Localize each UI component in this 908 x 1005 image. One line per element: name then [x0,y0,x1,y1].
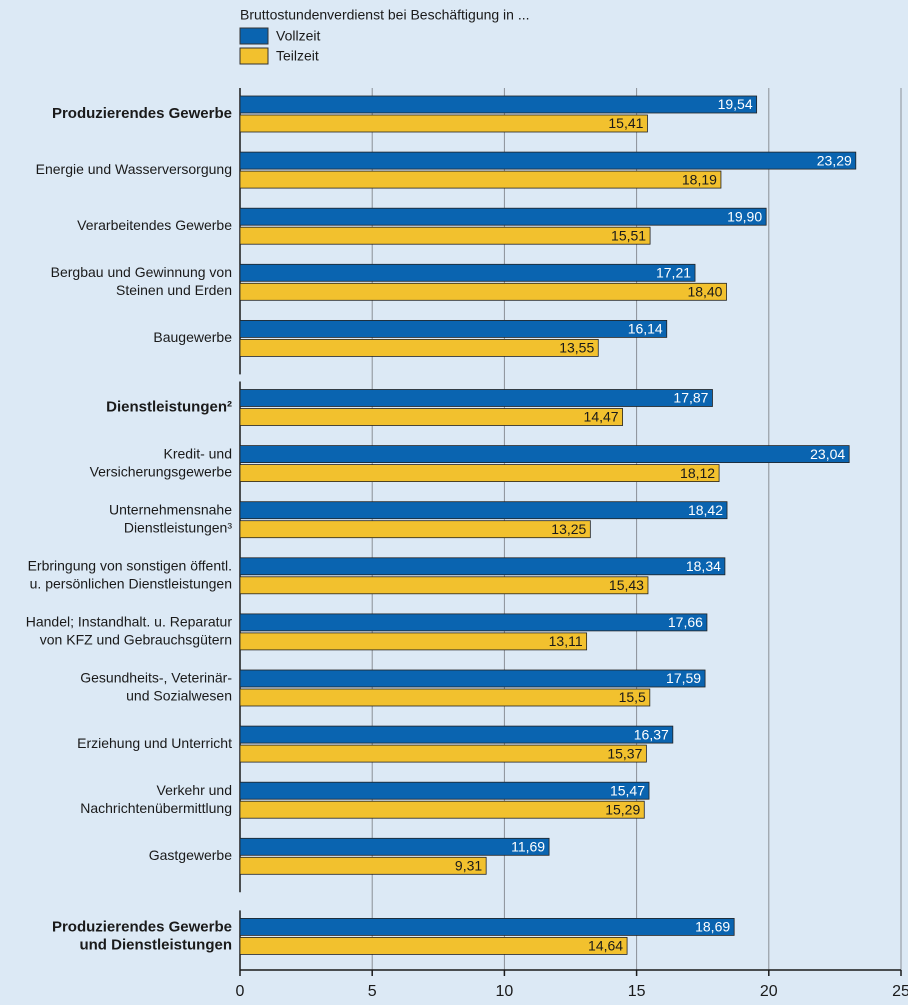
bar [239,837,550,856]
bar [239,263,696,282]
value-label: 15,51 [611,227,646,243]
value-label: 14,64 [588,938,623,954]
bar [239,725,674,744]
value-label: 15,47 [610,782,645,798]
category-label: Handel; Instandhalt. u. Reparatur [26,614,233,630]
bar [239,151,857,170]
value-label: 17,66 [668,614,703,630]
value-label: 9,31 [455,858,482,874]
bar [239,937,628,955]
bar [239,501,728,520]
bar [239,389,713,407]
value-label: 23,29 [817,152,852,168]
category-label: Kredit- und [164,445,232,461]
category-label: und Sozialwesen [126,688,232,704]
value-label: 18,19 [682,171,717,187]
bar [239,114,648,133]
value-label: 15,5 [619,689,646,705]
category-label: Verarbeitendes Gewerbe [77,217,232,233]
value-label: 19,54 [718,96,753,112]
bar [239,613,708,632]
bar [239,856,487,875]
value-label: 15,43 [609,577,644,593]
bar [239,918,735,936]
value-label: 15,41 [608,115,643,131]
legend-title: Bruttostundenverdienst bei Beschäftigung… [240,7,530,23]
bar [239,338,599,357]
category-label: Dienstleistungen³ [124,519,233,535]
bar [239,520,591,539]
category-label: Verkehr und [157,782,233,798]
bar [239,226,651,245]
value-label: 16,14 [628,321,663,337]
bar [239,464,720,483]
legend-label: Vollzeit [276,28,320,44]
category-label: Erbringung von sonstigen öffentl. [28,558,232,574]
x-tick-label: 25 [892,983,908,1000]
category-label: Steinen und Erden [116,282,232,298]
bar [239,445,850,464]
value-label: 11,69 [511,839,545,855]
x-tick-label: 10 [496,983,514,1000]
value-label: 18,34 [686,558,721,574]
value-label: 13,11 [549,633,583,649]
value-label: 17,21 [656,265,691,281]
value-label: 17,87 [673,390,708,406]
value-label: 13,25 [551,521,586,537]
category-label: u. persönlichen Dienstleistungen [30,576,232,592]
value-label: 18,12 [680,465,715,481]
bar [239,282,727,301]
value-label: 18,40 [687,284,722,300]
category-label: Gesundheits-, Veterinär- [80,670,232,686]
x-tick-label: 5 [368,983,377,1000]
value-label: 13,55 [559,340,594,356]
legend-swatch [239,27,269,45]
bar [239,576,649,595]
category-label: Versicherungsgewerbe [90,463,233,479]
bar [239,95,758,114]
category-label: Gastgewerbe [149,847,232,863]
value-label: 15,29 [605,801,640,817]
x-tick-label: 20 [760,983,778,1000]
bar [239,688,651,707]
category-label: Baugewerbe [153,329,232,345]
bar [239,557,726,576]
value-label: 15,37 [607,745,642,761]
value-label: 16,37 [634,726,669,742]
category-label: von KFZ und Gebrauchsgütern [40,632,232,648]
value-label: 18,69 [695,919,730,935]
category-label: Erziehung und Unterricht [77,735,232,751]
value-label: 18,42 [688,502,723,518]
bar [239,800,645,819]
value-label: 14,47 [584,409,619,425]
value-label: 23,04 [810,446,845,462]
x-tick-label: 0 [236,983,245,1000]
value-label: 17,59 [666,670,701,686]
bar [239,170,722,189]
category-label: Produzierendes Gewerbe [52,105,232,122]
category-label: Nachrichtenübermittlung [80,800,232,816]
category-label: Energie und Wasserversorgung [36,161,232,177]
legend-swatch [239,47,269,65]
category-label: Unternehmensnahe [109,501,232,517]
category-label: Dienstleistungen² [106,398,232,415]
category-label: und Dienstleistungen [79,936,232,953]
bar [239,744,647,763]
bar [239,781,650,800]
bar [239,408,623,426]
category-label: Bergbau und Gewinnung von [51,264,232,280]
bar [239,632,588,651]
bar [239,207,767,226]
bar [239,669,706,688]
category-label: Produzierendes Gewerbe [52,918,232,935]
bar [239,319,668,338]
legend-label: Teilzeit [276,48,319,64]
x-tick-label: 15 [628,983,646,1000]
value-label: 19,90 [727,208,762,224]
